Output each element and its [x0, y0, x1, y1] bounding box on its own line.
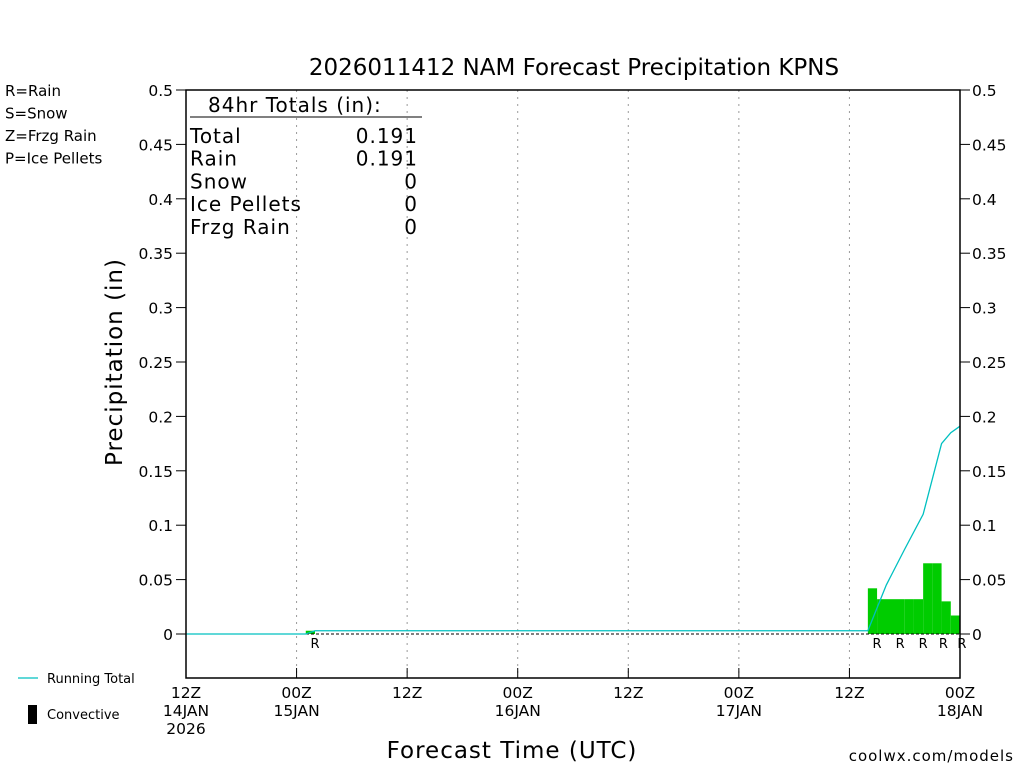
ptype-legend-item-1: S=Snow [5, 105, 68, 123]
x-tick-label-3-0: 00Z [503, 684, 533, 702]
totals-value-4: 0 [404, 215, 418, 239]
y-tick-label-left-9: 0.45 [138, 136, 173, 154]
series-legend-label-0: Running Total [47, 672, 135, 687]
x-tick-label-7-0: 00Z [945, 684, 975, 702]
y-tick-label-left-3: 0.15 [138, 463, 173, 481]
series-legend: Running Total Convective [18, 672, 135, 724]
y-tick-label-right-0: 0 [972, 626, 982, 644]
x-axis-label: Forecast Time (UTC) [387, 738, 638, 764]
y-axis-label: Precipitation (in) [102, 258, 128, 466]
ptype-legend-item-2: Z=Frzg Rain [5, 127, 97, 145]
x-tick-label-1-1: 15JAN [273, 702, 319, 720]
y-tick-label-right-4: 0.2 [972, 408, 997, 426]
ptype-label-4: R [939, 637, 948, 652]
ptype-legend-item-3: P=Ice Pellets [5, 150, 102, 168]
precip-bar-3 [895, 599, 905, 634]
y-tick-label-left-4: 0.2 [148, 408, 173, 426]
site-credit: coolwx.com/models [849, 747, 1014, 765]
x-tick-label-3-1: 16JAN [495, 702, 541, 720]
y-tick-label-left-10: 0.5 [148, 82, 173, 100]
precip-bar-8 [941, 601, 951, 634]
y-tick-label-left-0: 0 [163, 626, 173, 644]
x-tick-label-2-0: 12Z [392, 684, 422, 702]
totals-label-2: Snow [190, 169, 248, 193]
x-tick-label-6-0: 12Z [834, 684, 864, 702]
precip-bar-9 [950, 615, 960, 634]
y-tick-label-left-8: 0.4 [148, 191, 173, 209]
y-tick-label-left-5: 0.25 [138, 354, 173, 372]
ptype-label-2: R [896, 637, 905, 652]
ptype-legend-item-0: R=Rain [5, 82, 61, 100]
y-tick-label-left-2: 0.1 [148, 517, 173, 535]
y-tick-label-right-7: 0.35 [972, 245, 1007, 263]
y-tick-label-left-1: 0.05 [138, 572, 173, 590]
totals-value-2: 0 [404, 169, 418, 193]
totals-value-3: 0 [404, 192, 418, 216]
precip-bar-6 [923, 563, 933, 634]
y-tick-label-left-6: 0.3 [148, 300, 173, 318]
chart-title: 2026011412 NAM Forecast Precipitation KP… [309, 55, 839, 81]
totals-box: 84hr Totals (in): Total 0.191 Rain 0.191 Sno… [189, 93, 422, 239]
totals-value-0: 0.191 [356, 124, 418, 148]
y-tick-label-left-7: 0.35 [138, 245, 173, 263]
x-tick-label-0-2: 2026 [166, 720, 205, 738]
ptype-label-1: R [873, 637, 882, 652]
precip-bar-2 [877, 599, 896, 634]
x-tick-label-4-0: 12Z [613, 684, 643, 702]
y-tick-label-right-8: 0.4 [972, 191, 997, 209]
totals-label-0: Total [189, 124, 242, 148]
precip-bar-4 [904, 599, 914, 634]
y-tick-label-right-9: 0.45 [972, 136, 1007, 154]
x-tick-label-5-1: 17JAN [716, 702, 762, 720]
totals-value-1: 0.191 [356, 147, 418, 171]
y-tick-label-right-6: 0.3 [972, 300, 997, 318]
ptype-label-0: R [310, 637, 319, 652]
totals-rows: Total 0.191 Rain 0.191 Snow 0 Ice Pellets 0 Frzg… [189, 124, 418, 239]
running-total-line [186, 425, 961, 635]
totals-label-3: Ice Pellets [190, 192, 302, 216]
precip-bar-1 [867, 588, 878, 634]
x-tick-label-0-0: 12Z [171, 684, 201, 702]
y-tick-label-right-10: 0.5 [972, 82, 997, 100]
grid-lines [296, 90, 850, 678]
running-total-polyline [186, 425, 961, 635]
totals-heading: 84hr Totals (in): [208, 93, 382, 117]
precip-bars [305, 563, 960, 634]
y-tick-label-right-1: 0.05 [972, 572, 1007, 590]
totals-label-4: Frzg Rain [190, 215, 291, 239]
ptype-legend: R=Rain S=Snow Z=Frzg Rain P=Ice Pellets [5, 82, 102, 168]
y-tick-label-right-5: 0.25 [972, 354, 1007, 372]
convective-legend-icon [28, 705, 37, 724]
y-axis-ticks: 0 00.05 0.050.1 0.10.15 0.150.2 0.20.25 0.250.… [138, 82, 1006, 644]
plot-frame [185, 89, 961, 679]
x-tick-label-5-0: 00Z [724, 684, 754, 702]
series-legend-label-1: Convective [47, 708, 120, 723]
precip-bar-7 [932, 563, 942, 634]
x-tick-label-0-1: 14JAN [163, 702, 209, 720]
y-tick-label-right-3: 0.15 [972, 463, 1007, 481]
y-tick-label-right-2: 0.1 [972, 517, 997, 535]
x-tick-label-7-1: 18JAN [937, 702, 983, 720]
ptype-label-3: R [919, 637, 928, 652]
totals-label-1: Rain [190, 147, 238, 171]
precip-bar-5 [913, 599, 924, 634]
ptype-label-5: R [957, 637, 966, 652]
x-tick-label-1-0: 00Z [281, 684, 311, 702]
